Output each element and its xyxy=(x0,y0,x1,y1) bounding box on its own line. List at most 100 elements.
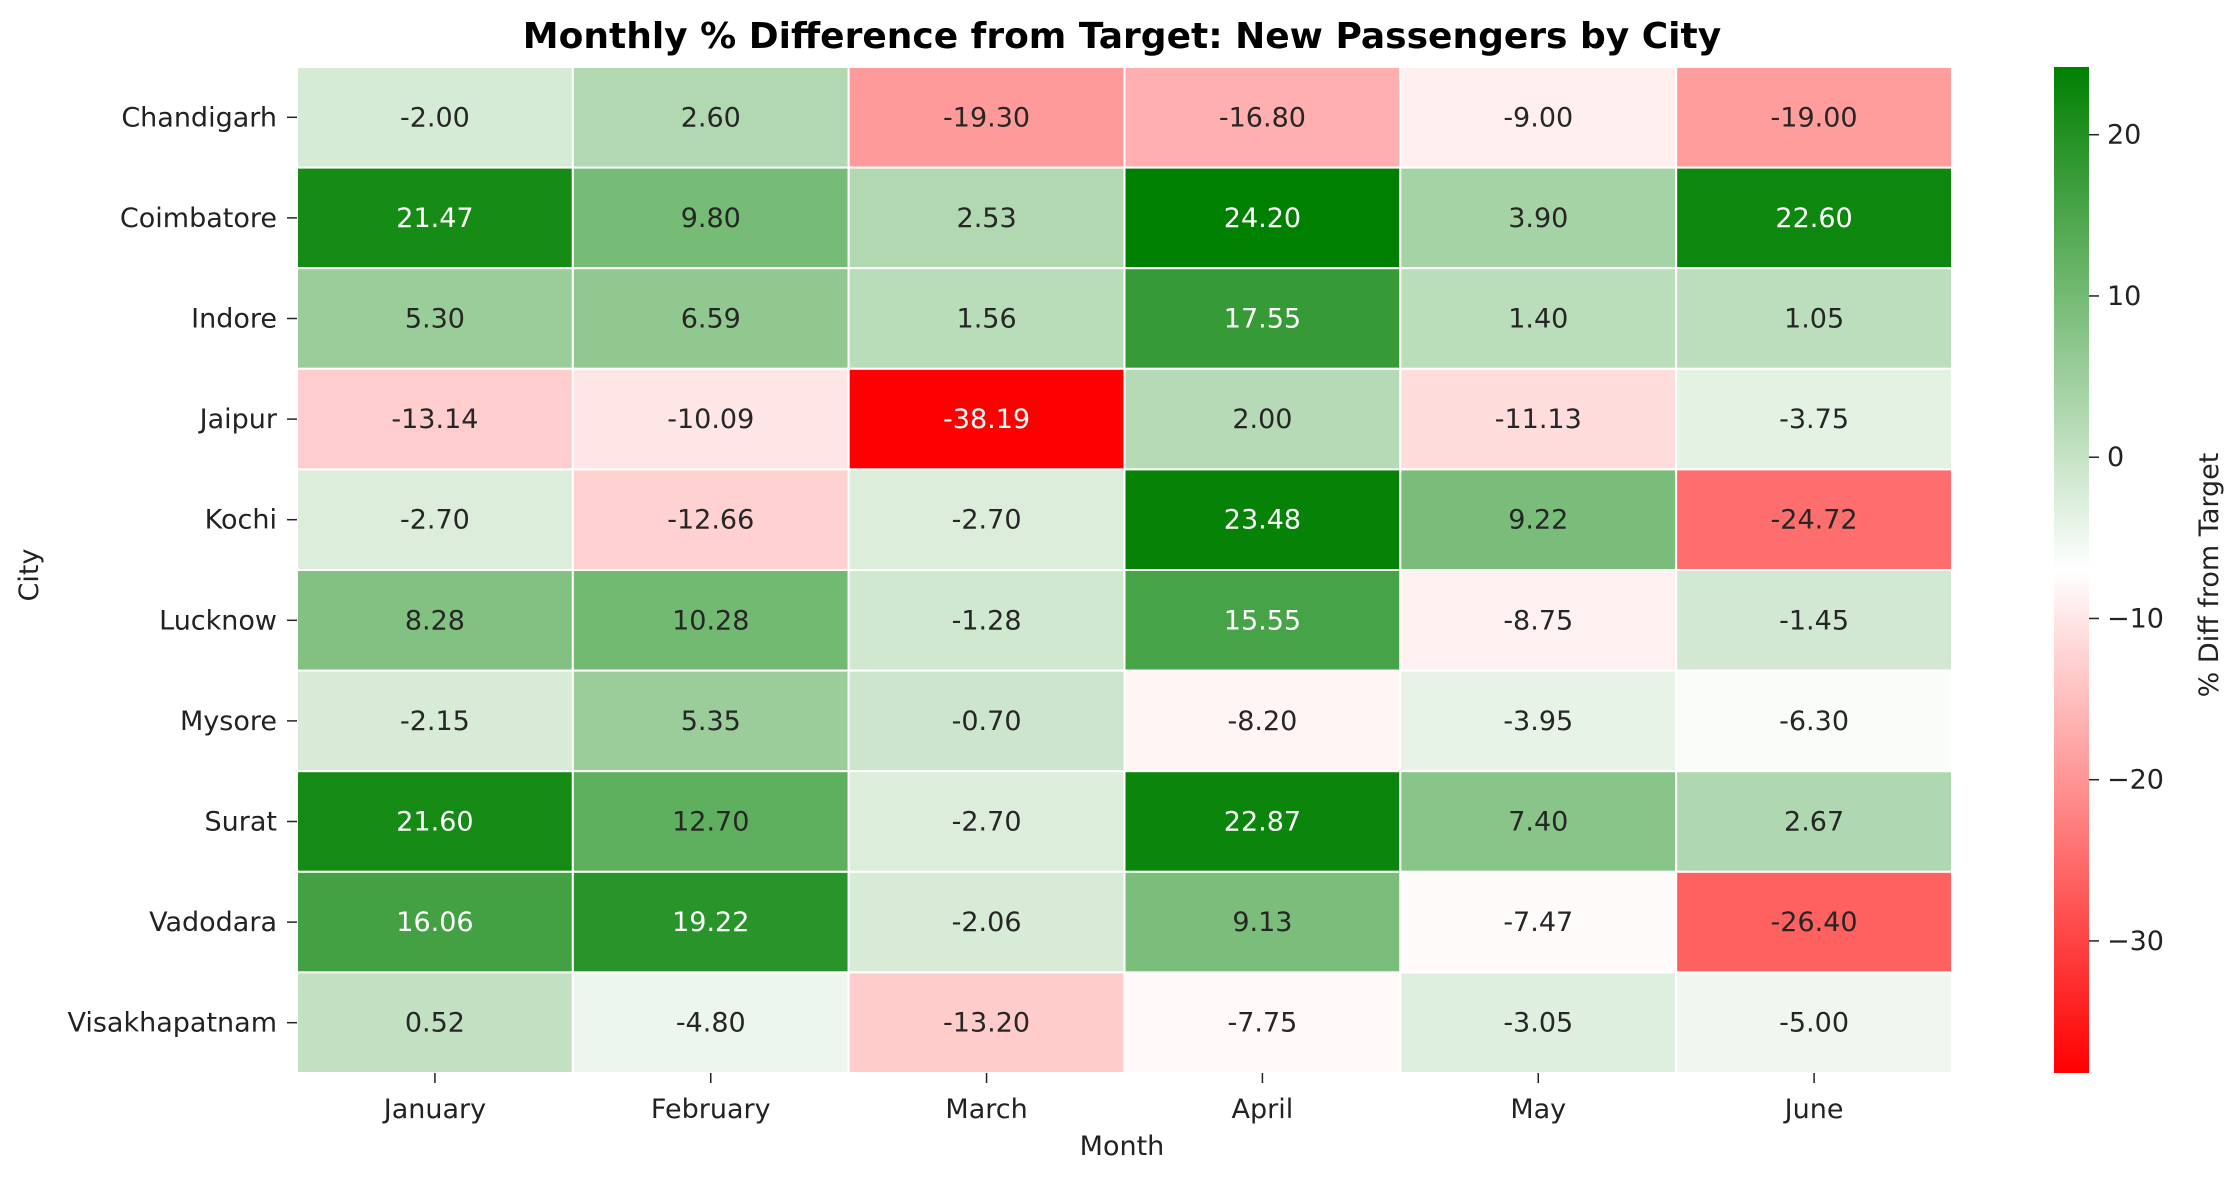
heatmap-cell xyxy=(1123,367,1402,471)
heatmap-cell xyxy=(296,971,574,1075)
x-tick-label: January xyxy=(382,1094,486,1125)
x-tick-label: March xyxy=(945,1094,1027,1125)
cell-value-label: 5.35 xyxy=(681,706,741,737)
cell-value-label: -10.09 xyxy=(667,404,754,435)
cell-value-label: -3.05 xyxy=(1503,1008,1573,1039)
heatmap-cell xyxy=(1675,267,1953,370)
cell-value-label: -6.30 xyxy=(1779,706,1849,737)
heatmap-cell xyxy=(571,166,850,270)
y-tick-labels: Chandigarh Coimbatore Indore Jaipur Kochi Luc… xyxy=(67,102,297,1039)
x-tick-label: February xyxy=(651,1094,771,1125)
heatmap-cell xyxy=(847,669,1126,773)
cell-value-label: -19.30 xyxy=(943,102,1030,133)
cell-value-label: -13.20 xyxy=(943,1008,1030,1039)
cell-value-label: 2.00 xyxy=(1232,404,1292,435)
cell-value-label: -2.06 xyxy=(952,907,1022,938)
heatmap-cell xyxy=(296,569,574,672)
cell-value-label: 5.30 xyxy=(405,304,465,335)
colorbar-tick-label: −20 xyxy=(2107,765,2164,796)
colorbar-tick-label: 0 xyxy=(2107,442,2124,473)
cell-value-label: 2.53 xyxy=(957,203,1017,234)
cell-value-label: -1.28 xyxy=(952,605,1022,636)
cell-value-label: 21.47 xyxy=(396,203,473,234)
heatmap-cell xyxy=(1675,166,1953,270)
cell-value-label: -8.20 xyxy=(1227,706,1297,737)
x-tick-label: June xyxy=(1783,1094,1844,1125)
heatmap-cell xyxy=(1123,770,1402,873)
cell-value-label: -8.75 xyxy=(1503,605,1573,636)
heatmap-cell xyxy=(1675,669,1953,773)
cell-value-label: 2.60 xyxy=(681,102,741,133)
heatmap-cell xyxy=(571,267,850,370)
heatmap-cell xyxy=(1399,870,1678,974)
cell-value-label: -1.45 xyxy=(1779,605,1849,636)
heatmap-cell xyxy=(1123,267,1402,370)
cell-value-label: 21.60 xyxy=(396,807,473,838)
cell-value-label: 12.70 xyxy=(672,807,749,838)
heatmap-cell xyxy=(571,971,850,1075)
cell-value-label: -2.70 xyxy=(952,505,1022,536)
cell-value-label: 22.60 xyxy=(1775,203,1852,234)
cell-value-label: -24.72 xyxy=(1771,505,1858,536)
cell-value-label: 23.48 xyxy=(1224,505,1301,536)
heatmap-cell xyxy=(1675,870,1953,974)
cell-value-label: 8.28 xyxy=(405,605,465,636)
cell-value-label: 22.87 xyxy=(1224,807,1301,838)
cell-value-label: -2.15 xyxy=(400,706,470,737)
heatmap-cell xyxy=(1399,367,1678,471)
chart-title: Monthly % Difference from Target: New Pa… xyxy=(523,16,1721,57)
cell-value-label: -7.47 xyxy=(1503,907,1573,938)
cell-value-label: -12.66 xyxy=(667,505,754,536)
cell-value-label: -2.70 xyxy=(952,807,1022,838)
cell-value-label: 17.55 xyxy=(1224,304,1301,335)
colorbar-tick-label: 10 xyxy=(2107,281,2141,312)
heatmap-cell xyxy=(847,770,1126,873)
heatmap-cell xyxy=(1123,166,1402,270)
colorbar-label: % Diff from Target xyxy=(2194,453,2225,698)
cell-value-label: 7.40 xyxy=(1508,807,1568,838)
cell-value-label: -9.00 xyxy=(1503,102,1573,133)
heatmap-cell xyxy=(1399,971,1678,1075)
cell-value-label: -19.00 xyxy=(1771,102,1858,133)
heatmap-cell xyxy=(847,367,1126,471)
heatmap-cell xyxy=(1399,770,1678,873)
y-tick-label: Jaipur xyxy=(198,404,278,435)
cell-value-label: -2.00 xyxy=(400,102,470,133)
heatmap-cell xyxy=(571,367,850,471)
heatmap-cell xyxy=(1123,669,1402,773)
cell-value-label: -16.80 xyxy=(1219,102,1306,133)
cell-value-label: -0.70 xyxy=(952,706,1022,737)
heatmap-cells: -2.00 2.60 -19.30 -16.80 -9.00 -19.00 21.47 9.8… xyxy=(296,66,1953,1075)
cell-value-label: 1.05 xyxy=(1784,304,1844,335)
heatmap-cell xyxy=(1399,66,1678,169)
heatmap-cell xyxy=(296,367,574,471)
heatmap-cell xyxy=(296,66,574,169)
heatmap-cell xyxy=(1675,770,1953,873)
colorbar-tick-label: −30 xyxy=(2107,926,2164,957)
heatmap-cell xyxy=(296,267,574,370)
x-tick-label: May xyxy=(1510,1094,1566,1125)
cell-value-label: 15.55 xyxy=(1224,605,1301,636)
y-tick-label: Coimbatore xyxy=(120,203,277,234)
y-tick-label: Vadodara xyxy=(149,907,277,938)
cell-value-label: 19.22 xyxy=(672,907,749,938)
cell-value-label: 9.13 xyxy=(1232,907,1292,938)
y-tick-label: Mysore xyxy=(180,706,277,737)
heatmap-cell xyxy=(1399,468,1678,571)
heatmap-cell xyxy=(296,468,574,571)
colorbar-tick-label: 20 xyxy=(2107,120,2141,151)
cell-value-label: 6.59 xyxy=(681,304,741,335)
heatmap-cell xyxy=(296,870,574,974)
heatmap-cell xyxy=(571,669,850,773)
x-tick-labels: January February March April May June xyxy=(382,1073,1844,1125)
cell-value-label: -7.75 xyxy=(1227,1008,1297,1039)
y-tick-label: Surat xyxy=(205,807,277,838)
y-tick-label: Chandigarh xyxy=(121,102,277,133)
cell-value-label: 10.28 xyxy=(672,605,749,636)
x-tick-label: April xyxy=(1232,1094,1294,1125)
y-tick-label: Lucknow xyxy=(159,605,277,636)
cell-value-label: -3.75 xyxy=(1779,404,1849,435)
cell-value-label: -13.14 xyxy=(391,404,478,435)
y-tick-label: Kochi xyxy=(205,505,277,536)
y-axis-label: City xyxy=(14,549,45,602)
